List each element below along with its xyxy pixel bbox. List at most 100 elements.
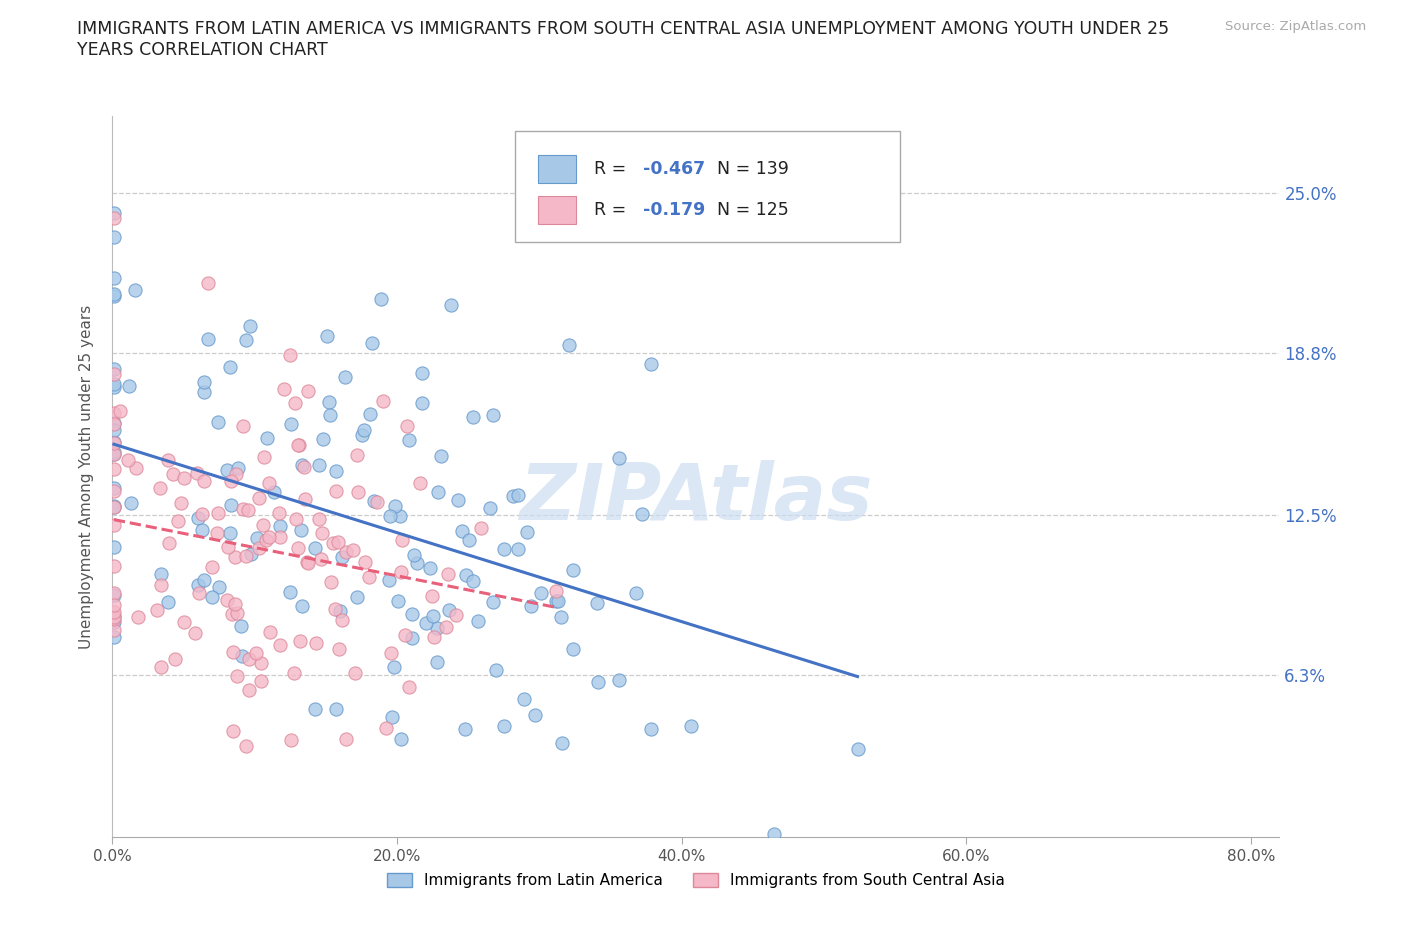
Point: [149, 481, 172, 496]
Point: [150, 567, 173, 582]
Point: [558, 338, 581, 352]
Point: [409, 475, 432, 490]
Point: [401, 607, 423, 622]
Point: [103, 559, 125, 574]
Text: N = 139: N = 139: [717, 160, 789, 178]
Point: [103, 377, 125, 392]
Point: [467, 614, 489, 629]
Point: [193, 572, 215, 587]
Point: [384, 498, 406, 513]
Point: [461, 574, 484, 589]
Point: [398, 432, 420, 447]
Point: [191, 506, 214, 521]
Point: [319, 407, 342, 422]
Point: [103, 434, 125, 449]
Point: [191, 523, 214, 538]
Text: Source: ZipAtlas.com: Source: ZipAtlas.com: [1226, 20, 1367, 33]
Point: [308, 512, 330, 527]
Point: [322, 536, 344, 551]
Point: [110, 403, 132, 418]
Point: [162, 467, 184, 482]
Point: [287, 438, 309, 453]
Point: [544, 593, 567, 608]
Point: [378, 509, 401, 524]
Point: [335, 545, 357, 560]
Point: [311, 525, 333, 540]
Point: [103, 210, 125, 225]
Point: [278, 585, 301, 600]
Point: [207, 415, 229, 430]
Point: [267, 505, 290, 520]
Point: [305, 635, 328, 650]
Point: [679, 719, 702, 734]
Point: [330, 613, 353, 628]
Point: [398, 680, 420, 695]
Point: [297, 555, 319, 570]
Point: [562, 563, 585, 578]
Point: [193, 474, 215, 489]
Point: [201, 590, 224, 604]
Text: ZIPAtlas: ZIPAtlas: [519, 460, 873, 537]
Point: [419, 561, 441, 576]
Point: [325, 463, 347, 478]
Point: [103, 417, 125, 432]
Point: [325, 484, 347, 498]
Point: [516, 525, 538, 539]
Point: [346, 590, 368, 604]
Point: [287, 438, 309, 453]
Y-axis label: Unemployment Among Youth under 25 years: Unemployment Among Youth under 25 years: [79, 304, 94, 649]
Point: [426, 485, 449, 499]
Point: [150, 659, 173, 674]
Point: [149, 578, 172, 592]
Point: [219, 473, 242, 488]
Point: [231, 648, 253, 663]
Point: [103, 539, 125, 554]
Point: [454, 567, 477, 582]
Point: [381, 710, 404, 724]
Text: -0.179: -0.179: [644, 201, 706, 219]
Point: [103, 622, 125, 637]
Point: [330, 549, 353, 564]
Bar: [538, 196, 576, 223]
Point: [205, 525, 228, 540]
Point: [329, 604, 352, 618]
Point: [347, 485, 370, 499]
Point: [411, 365, 433, 380]
Point: [520, 599, 543, 614]
Point: [238, 318, 260, 333]
Point: [430, 449, 453, 464]
Point: [325, 702, 347, 717]
Point: [494, 542, 516, 557]
Point: [238, 683, 260, 698]
Point: [586, 674, 609, 689]
Point: [256, 431, 278, 445]
Point: [193, 385, 215, 400]
Point: [624, 586, 647, 601]
Point: [318, 394, 340, 409]
Point: [422, 588, 444, 603]
Point: [235, 739, 257, 754]
Point: [232, 501, 254, 516]
Point: [226, 460, 249, 475]
Point: [350, 427, 373, 442]
Point: [389, 509, 412, 524]
Point: [229, 618, 252, 633]
Point: [640, 356, 662, 371]
Point: [450, 524, 472, 538]
Point: [447, 492, 470, 507]
Point: [103, 405, 125, 420]
Point: [283, 665, 305, 680]
Point: [391, 532, 413, 547]
Point: [297, 555, 319, 570]
Point: [323, 602, 346, 617]
Point: [458, 532, 481, 547]
Point: [263, 485, 285, 499]
Point: [342, 542, 364, 557]
Point: [232, 418, 254, 433]
Point: [226, 669, 249, 684]
Point: [585, 595, 607, 610]
Point: [222, 724, 245, 738]
Point: [280, 733, 302, 748]
Point: [156, 452, 179, 467]
Point: [219, 359, 242, 374]
